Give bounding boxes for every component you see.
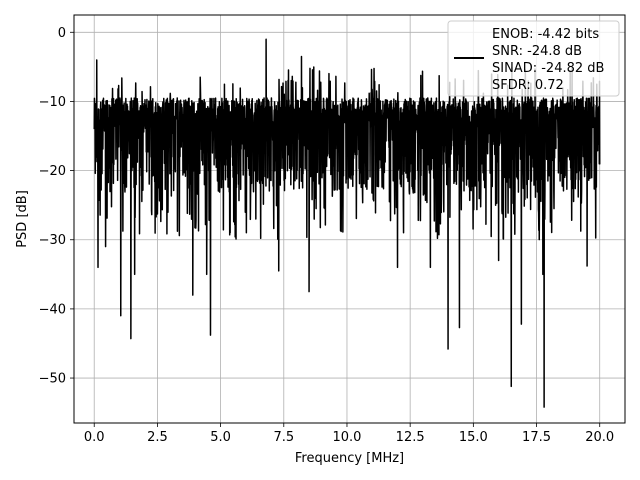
x-tick-label: 20.0 [585,430,614,445]
legend: ENOB: -4.42 bits SNR: -24.8 dB SINAD: -24.… [447,20,620,97]
x-tick-label: 10.0 [332,430,361,445]
x-tick-label: 5.0 [210,430,231,445]
psd-line [93,38,601,408]
psd-trace [93,38,601,408]
x-axis-label: Frequency [MHz] [295,451,404,466]
x-tick-label: 17.5 [522,430,551,445]
x-tick-label: 7.5 [273,430,294,445]
x-axis-ticks: 0.0 2.5 5.0 7.5 10.0 12.5 15.0 17.5 20.0 [84,423,614,445]
y-axis-ticks: 0 −10 −20 −30 −40 −50 [39,26,74,387]
y-tick-label: −10 [39,95,66,110]
legend-box [447,20,620,97]
x-tick-label: 0.0 [84,430,105,445]
y-tick-label: −40 [39,302,66,317]
legend-entry: ENOB: -4.42 bits SNR: -24.8 dB SINAD: -24.… [492,27,604,93]
y-axis-label: PSD [dB] [15,190,30,248]
y-tick-label: −20 [39,164,66,179]
y-tick-label: 0 [58,26,66,41]
x-tick-label: 12.5 [396,430,425,445]
x-tick-label: 2.5 [147,430,168,445]
plot-frame [73,14,626,424]
x-tick-label: 15.0 [459,430,488,445]
y-tick-label: −30 [39,233,66,248]
y-tick-label: −50 [39,372,66,387]
